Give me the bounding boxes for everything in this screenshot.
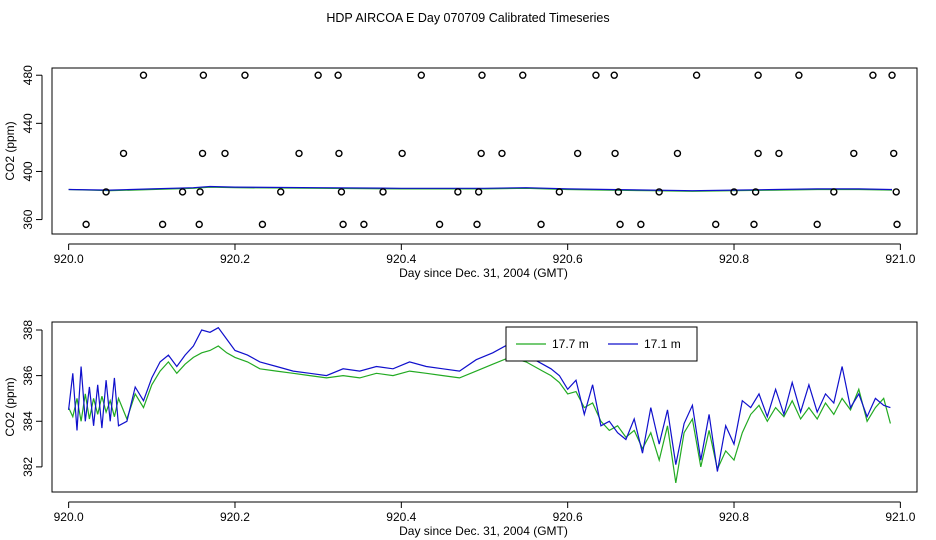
x-tick-label: 920.8 bbox=[719, 252, 749, 266]
data-point bbox=[360, 220, 368, 229]
data-point bbox=[178, 188, 187, 196]
data-point bbox=[473, 220, 481, 229]
data-point bbox=[754, 71, 762, 79]
data-point bbox=[890, 149, 898, 158]
y-tick-label: 382 bbox=[21, 457, 35, 477]
data-point bbox=[498, 149, 506, 158]
data-point bbox=[102, 188, 110, 196]
data-point bbox=[888, 71, 896, 79]
data-point bbox=[314, 71, 322, 79]
x-tick-label: 920.4 bbox=[386, 252, 416, 266]
y-tick-label: 400 bbox=[21, 161, 35, 181]
x-tick-label: 921.0 bbox=[885, 252, 915, 266]
data-point bbox=[673, 149, 682, 158]
x-tick-label: 920.2 bbox=[220, 252, 250, 266]
y-tick-label: 386 bbox=[21, 365, 35, 385]
x-tick-label: 920.8 bbox=[719, 510, 749, 524]
y-tick-label: 360 bbox=[21, 209, 35, 229]
data-point bbox=[241, 71, 249, 79]
x-tick-label: 920.2 bbox=[220, 510, 250, 524]
data-point bbox=[869, 71, 877, 79]
data-point bbox=[339, 220, 347, 229]
legend-label: 17.1 m bbox=[644, 337, 681, 351]
data-point bbox=[334, 71, 342, 79]
y-tick-label: 384 bbox=[21, 411, 35, 431]
data-point bbox=[519, 71, 527, 79]
plot-frame bbox=[51, 321, 918, 493]
y-tick-label: 480 bbox=[21, 65, 35, 85]
x-tick-label: 920.0 bbox=[54, 252, 84, 266]
x-tick-label: 920.0 bbox=[54, 510, 84, 524]
data-point bbox=[692, 71, 701, 79]
x-tick-label: 921.0 bbox=[885, 510, 915, 524]
data-point bbox=[119, 149, 128, 158]
data-point bbox=[379, 188, 387, 196]
data-point bbox=[830, 188, 838, 196]
data-point bbox=[435, 220, 444, 229]
plot-frame bbox=[51, 67, 918, 235]
data-point bbox=[795, 71, 803, 79]
data-point bbox=[258, 220, 267, 229]
series-line-2 bbox=[68, 326, 891, 472]
y-axis-label: CO2 (ppm) bbox=[3, 377, 17, 436]
data-point bbox=[478, 71, 486, 79]
x-tick-label: 920.6 bbox=[553, 510, 583, 524]
legend-box bbox=[505, 326, 698, 362]
data-point bbox=[751, 188, 760, 196]
x-tick-label: 920.4 bbox=[386, 510, 416, 524]
data-point bbox=[139, 71, 148, 79]
panel-top-scatter: 920.0 920.2 920.4 920.6 920.8 921.0 Day since … bbox=[3, 65, 918, 280]
data-point bbox=[754, 149, 762, 158]
data-point bbox=[454, 188, 462, 196]
data-point bbox=[614, 188, 623, 196]
data-point bbox=[655, 188, 663, 196]
data-point bbox=[893, 220, 901, 229]
data-point bbox=[199, 71, 208, 79]
y-tick-label: 388 bbox=[21, 320, 35, 340]
data-point bbox=[616, 220, 624, 229]
data-point bbox=[592, 71, 600, 79]
data-point bbox=[750, 220, 758, 229]
data-point bbox=[555, 188, 564, 196]
data-point bbox=[398, 149, 406, 158]
series-line-2 bbox=[68, 185, 893, 192]
data-point bbox=[850, 149, 858, 158]
x-axis-label: Day since Dec. 31, 2004 (GMT) bbox=[399, 524, 568, 538]
data-point bbox=[295, 149, 303, 158]
data-point bbox=[82, 220, 90, 229]
data-point bbox=[610, 71, 618, 79]
data-point bbox=[337, 188, 346, 196]
data-point bbox=[221, 149, 229, 158]
data-point bbox=[730, 188, 738, 196]
x-tick-label: 920.6 bbox=[553, 252, 583, 266]
data-point bbox=[417, 71, 425, 79]
data-point bbox=[892, 188, 900, 196]
data-point bbox=[198, 149, 207, 158]
panel-bottom-lines: 920.0 920.2 920.4 920.6 920.8 921.0 Day since … bbox=[3, 320, 918, 538]
data-point bbox=[537, 220, 545, 229]
data-point bbox=[637, 220, 645, 229]
data-point bbox=[775, 149, 783, 158]
data-point bbox=[477, 149, 485, 158]
data-point bbox=[196, 188, 204, 196]
data-point bbox=[813, 220, 821, 229]
y-tick-label: 440 bbox=[21, 113, 35, 133]
data-point bbox=[611, 149, 619, 158]
data-point bbox=[335, 149, 343, 158]
data-point bbox=[712, 220, 720, 229]
series-line-1 bbox=[68, 345, 891, 483]
data-point bbox=[474, 188, 483, 196]
data-point bbox=[277, 188, 285, 196]
data-point bbox=[573, 149, 582, 158]
legend-label: 17.7 m bbox=[552, 337, 589, 351]
data-point bbox=[158, 220, 167, 229]
y-axis-label: CO2 (ppm) bbox=[3, 121, 17, 180]
chart-title: HDP AIRCOA E Day 070709 Calibrated Times… bbox=[326, 11, 609, 25]
data-point bbox=[195, 220, 203, 229]
x-axis-label: Day since Dec. 31, 2004 (GMT) bbox=[399, 266, 568, 280]
